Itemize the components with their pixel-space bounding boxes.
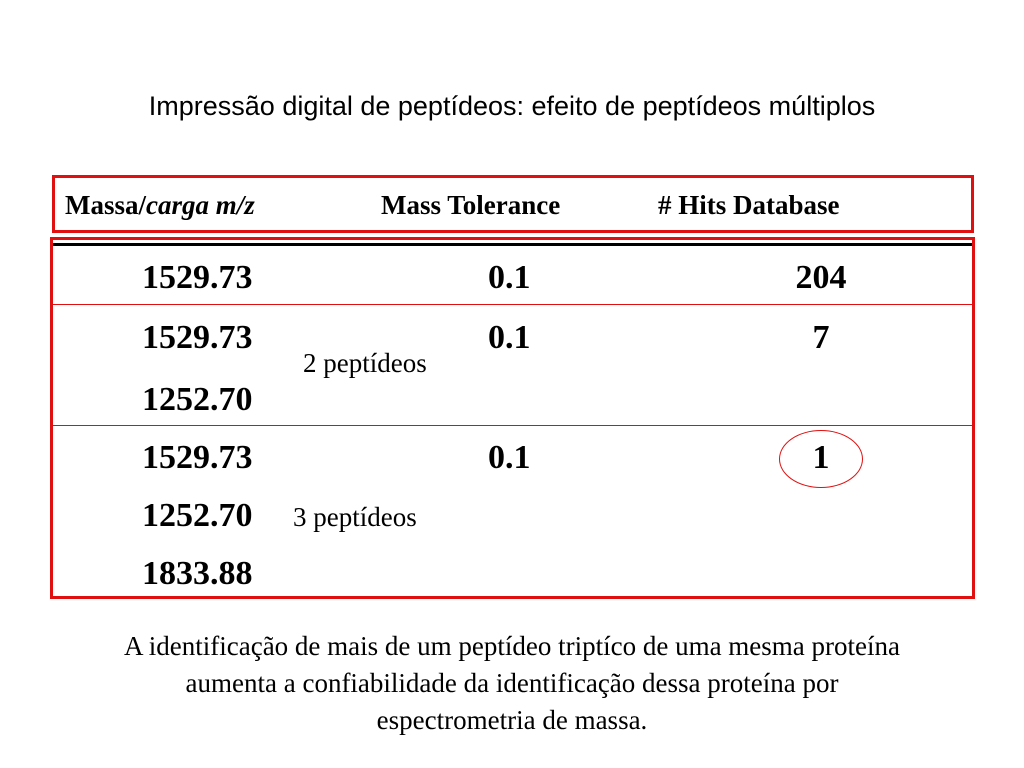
header-mass-tolerance: Mass Tolerance (381, 190, 561, 220)
row3-mass-2: 1252.70 (142, 497, 253, 534)
caption-line-1: A identificação de mais de um peptídeo t… (124, 631, 900, 661)
row2-mass-1: 1529.73 (142, 319, 253, 356)
row2-tolerance: 0.1 (488, 319, 531, 356)
row1-tolerance: 0.1 (488, 259, 531, 296)
row3-tolerance: 0.1 (488, 439, 531, 476)
header-massa-carga: Massa/carga m/z (65, 188, 255, 222)
row2-hits: 7 (812, 319, 830, 356)
row1-mass-1: 1529.73 (142, 259, 253, 296)
slide-title: Impressão digital de peptídeos: efeito d… (148, 91, 876, 121)
row-divider-1 (53, 304, 972, 305)
row3-mass-3: 1833.88 (142, 555, 253, 592)
caption: A identificação de mais de um peptídeo t… (0, 628, 1024, 739)
caption-line-3: espectrometria de massa. (376, 705, 648, 735)
header-carga: carga m/z (146, 190, 255, 220)
row2-mass-2: 1252.70 (142, 381, 253, 418)
table-top-rule (53, 243, 972, 246)
row3-note: 3 peptídeos (293, 502, 417, 532)
row2-note: 2 peptídeos (303, 348, 427, 378)
row1-hits: 204 (795, 259, 847, 296)
table-header-box: Massa/carga m/z Mass Tolerance # Hits Da… (52, 175, 974, 233)
row3-hits: 1 (812, 439, 830, 476)
header-massa: Massa/ (65, 190, 146, 220)
row3-mass-1: 1529.73 (142, 439, 253, 476)
header-hits-database: # Hits Database (658, 190, 840, 220)
row-divider-2 (53, 425, 972, 426)
caption-line-2: aumenta a confiabilidade da identificaçã… (185, 668, 839, 698)
highlight-circle (779, 430, 863, 488)
results-table: 1529.73 0.1 204 1529.73 1252.70 2 peptíd… (50, 237, 975, 599)
